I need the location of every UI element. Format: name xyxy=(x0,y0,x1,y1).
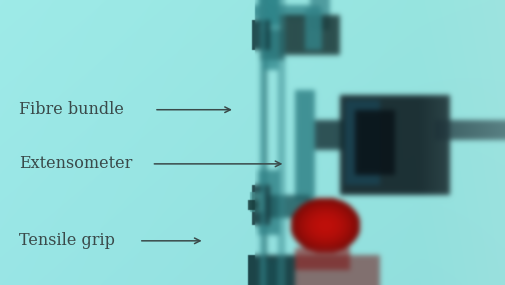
Text: Extensometer: Extensometer xyxy=(19,155,133,172)
Text: Fibre bundle: Fibre bundle xyxy=(19,101,124,118)
Text: Tensile grip: Tensile grip xyxy=(19,232,115,249)
